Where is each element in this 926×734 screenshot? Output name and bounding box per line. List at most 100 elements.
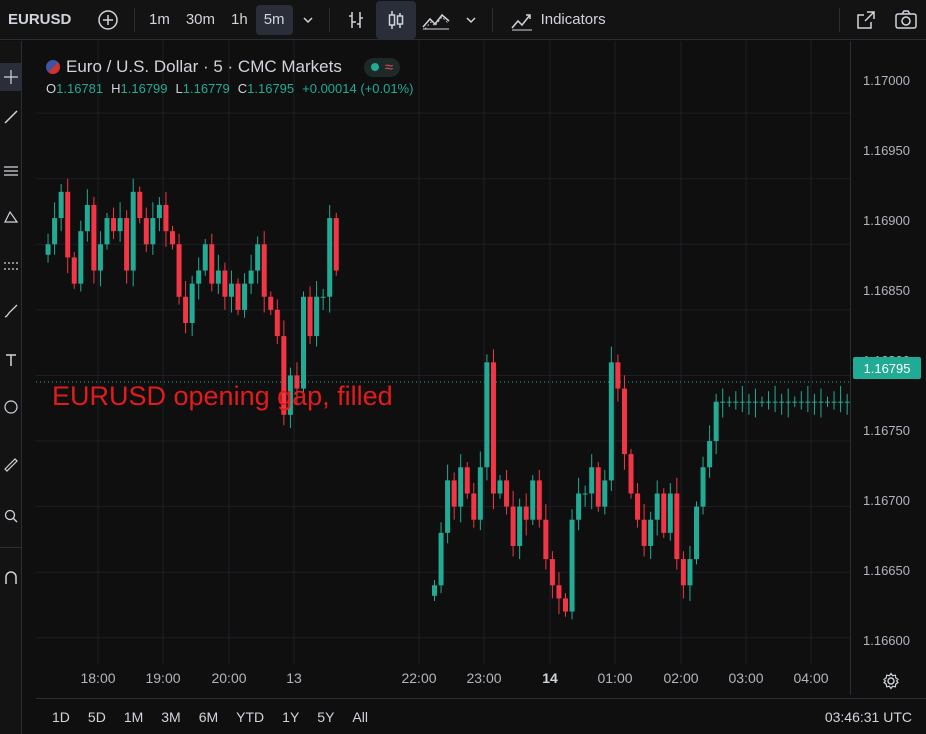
forecast-tool[interactable] — [0, 252, 22, 280]
candle-down — [615, 362, 621, 389]
wave-icon: ≈ — [384, 58, 394, 76]
candle-down — [680, 559, 686, 586]
chart-pane[interactable]: Euro / U.S. Dollar · 5 · CMC Markets ≈ O… — [36, 41, 850, 695]
candle-up — [301, 296, 306, 389]
candle-up — [779, 401, 785, 403]
timeframe-5m[interactable]: 5m — [255, 4, 293, 35]
candle-up — [825, 401, 830, 403]
candles-chart-type-button[interactable] — [375, 0, 416, 39]
candle-down — [549, 559, 555, 586]
range-5d[interactable]: 5D — [87, 708, 106, 725]
range-all[interactable]: All — [352, 708, 368, 725]
fullscreen-button[interactable] — [846, 0, 886, 40]
forecast-icon — [4, 262, 18, 270]
candle-up — [818, 401, 824, 403]
candle-up — [792, 401, 798, 403]
candle-up — [772, 401, 778, 403]
candle-up — [798, 401, 804, 403]
candle-down — [176, 244, 182, 297]
time-tick: 04:00 — [793, 670, 829, 686]
chart-annotation[interactable]: EURUSD opening gap, filled — [52, 381, 393, 411]
area-chart-icon — [421, 13, 450, 29]
candle-up — [78, 231, 84, 284]
range-1m[interactable]: 1M — [123, 708, 144, 725]
time-tick: 19:00 — [145, 670, 181, 686]
candle-up — [255, 244, 261, 271]
area-chart-type-button[interactable] — [416, 0, 456, 40]
emoji-tool[interactable] — [0, 393, 22, 421]
price-axis[interactable]: 1.17000 1.16950 1.16900 1.16850 1.16800 … — [850, 41, 926, 695]
range-1y[interactable]: 1Y — [282, 708, 300, 725]
candle-up — [458, 467, 464, 507]
candle-up — [831, 401, 837, 403]
drawing-toolbar — [0, 41, 22, 734]
range-1d[interactable]: 1D — [52, 708, 70, 725]
candle-up — [694, 506, 699, 560]
candle-up — [517, 506, 523, 546]
range-3m[interactable]: 3M — [161, 708, 181, 725]
time-axis[interactable]: 18:00 19:00 20:00 13 22:00 23:00 14 01:0… — [36, 664, 850, 694]
timeframe-1h[interactable]: 1h — [231, 11, 248, 28]
candle-up — [733, 401, 739, 403]
chevron-down-icon — [466, 16, 476, 23]
zoom-tool[interactable] — [0, 502, 22, 530]
candle-up — [196, 270, 202, 284]
candle-up — [104, 218, 110, 245]
candle-up — [327, 218, 333, 297]
timeframe-dropdown[interactable] — [293, 0, 323, 40]
price-tick: 1.16900 — [863, 213, 910, 228]
timeframe-1m[interactable]: 1m — [149, 11, 170, 28]
trend-line-tool[interactable] — [0, 103, 22, 131]
chart-type-dropdown[interactable] — [456, 0, 486, 40]
timeframe-30m[interactable]: 30m — [185, 11, 216, 28]
candle-down — [268, 296, 274, 310]
measure-tool[interactable] — [0, 451, 22, 479]
brush-tool[interactable] — [0, 297, 22, 325]
range-5y[interactable]: 5Y — [317, 708, 335, 725]
bar-chart-type-button[interactable] — [336, 0, 376, 40]
magnet-tool[interactable] — [0, 564, 22, 592]
candlestick-chart[interactable] — [36, 41, 850, 664]
candle-up — [530, 480, 536, 520]
candle-down — [628, 454, 634, 494]
candle-down — [111, 218, 117, 232]
candle-up — [202, 244, 208, 271]
snapshot-button[interactable] — [886, 0, 926, 40]
flag-icon — [46, 60, 60, 74]
candle-down — [674, 493, 680, 560]
pattern-tool[interactable] — [0, 203, 22, 231]
candle-up — [766, 401, 772, 403]
symbol-search[interactable]: EURUSD — [8, 11, 72, 28]
candle-up — [477, 467, 483, 520]
candle-down — [563, 598, 568, 612]
candle-down — [510, 506, 516, 546]
divider — [0, 547, 22, 548]
crosshair-tool[interactable] — [0, 63, 22, 91]
candle-up — [576, 493, 582, 520]
candle-up — [713, 401, 719, 442]
text-tool[interactable] — [0, 346, 22, 374]
chart-settings-button[interactable] — [879, 669, 903, 693]
external-link-icon — [857, 10, 875, 29]
candle-up — [314, 296, 320, 337]
candle-up — [248, 270, 254, 284]
open-value: 1.16781 — [56, 81, 104, 96]
range-6m[interactable]: 6M — [198, 708, 219, 725]
camera-icon — [895, 9, 917, 29]
utc-clock[interactable]: 03:46:31 UTC — [824, 709, 912, 725]
candle-down — [451, 480, 457, 507]
compare-add-button[interactable] — [88, 0, 128, 40]
market-status-badge[interactable]: ≈ — [363, 57, 401, 77]
candle-up — [687, 559, 693, 586]
candle-down — [163, 204, 169, 232]
candle-up — [117, 218, 123, 232]
ruler-icon — [4, 458, 18, 472]
fib-tool[interactable] — [0, 157, 22, 185]
range-ytd[interactable]: YTD — [236, 708, 265, 725]
candle-up — [215, 270, 221, 284]
crosshair-icon — [4, 70, 18, 84]
time-tick: 23:00 — [466, 670, 502, 686]
candle-up — [52, 218, 58, 245]
candle-down — [641, 519, 647, 546]
indicators-button[interactable]: Indicators — [499, 9, 616, 31]
